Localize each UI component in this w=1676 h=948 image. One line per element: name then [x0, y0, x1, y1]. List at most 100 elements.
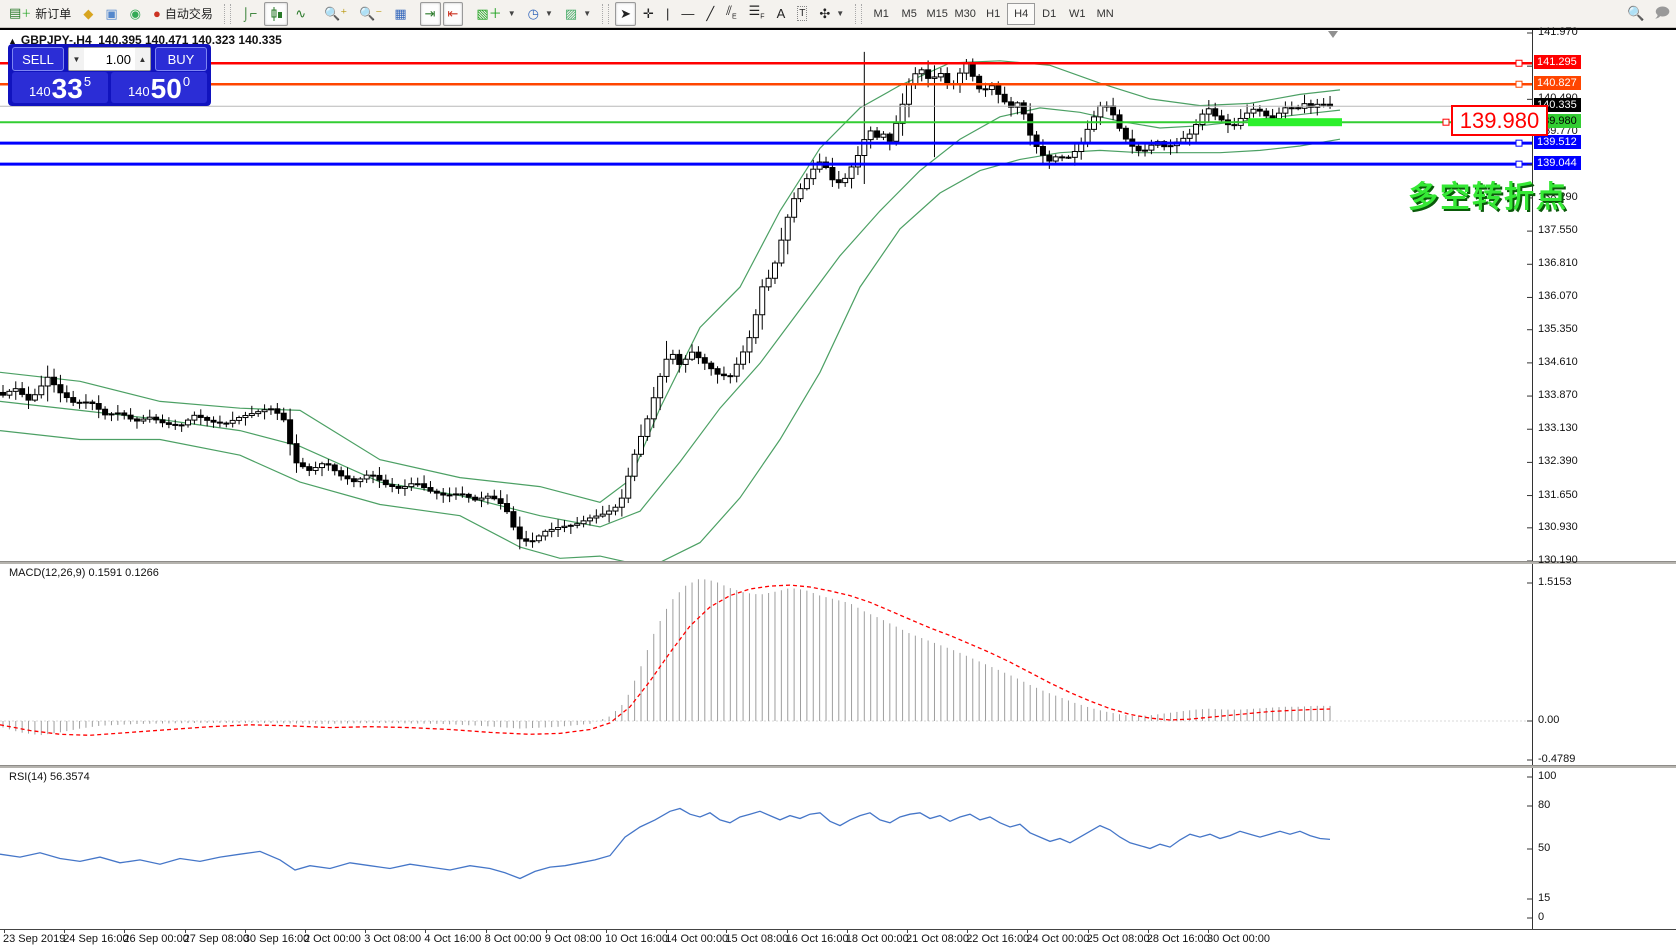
crosshair-icon: ✛	[643, 6, 654, 21]
zoom-in-button[interactable]: 🔍⁺	[319, 2, 352, 26]
timeframe-m5[interactable]: M5	[901, 7, 917, 20]
volume-input[interactable]	[84, 50, 135, 68]
price-annotation-box[interactable]: 139.980	[1451, 105, 1548, 136]
text-button[interactable]: A	[772, 2, 791, 26]
time-tick	[184, 930, 186, 933]
turning-point-annotation[interactable]: 多空转折点	[1408, 181, 1568, 214]
line-chart-button[interactable]: ∿	[290, 2, 311, 26]
fibonacci-icon: ☰F	[748, 2, 765, 21]
crosshair-button[interactable]: ✛	[638, 2, 659, 26]
indicators-icon: ▨	[564, 6, 578, 21]
metaeditor-icon: ◆	[83, 6, 94, 21]
chevron-down-icon: ▼	[836, 9, 845, 18]
signals-button[interactable]: ◉	[125, 2, 146, 26]
rsi-axis-label: 0	[1538, 911, 1545, 923]
rsi-label: RSI(14) 56.3574	[9, 771, 90, 783]
time-label: 4 Oct 16:00	[424, 933, 482, 945]
price-tick-label: 130.190	[1538, 554, 1578, 566]
autotrading-icon: ●	[152, 6, 161, 21]
timeframe-m15[interactable]: M15	[926, 7, 948, 20]
symbol-ohlc-header: ▲ GBPJPY-,H4 140.395 140.471 140.323 140.…	[8, 33, 282, 47]
buy-button[interactable]: BUY	[155, 47, 207, 71]
pane-separator[interactable]	[0, 561, 1676, 564]
volume-decrease-button[interactable]: ▼	[69, 48, 84, 70]
text-label-button[interactable]: T	[792, 2, 812, 26]
time-label: 10 Oct 16:00	[605, 933, 668, 945]
time-label: 30 Oct 00:00	[1207, 933, 1270, 945]
price-tick-label: 135.350	[1538, 322, 1578, 335]
price-tick-label: 133.130	[1538, 422, 1578, 435]
new-order-button[interactable]: ▤＋ 新订单	[4, 2, 76, 26]
new-order-label: 新订单	[35, 7, 72, 21]
volume-increase-button[interactable]: ▲	[135, 48, 150, 70]
chat-icon[interactable]: 🗩	[1654, 3, 1670, 20]
tile-windows-icon: ▦	[394, 6, 407, 21]
metaeditor-button[interactable]: ◆	[78, 2, 98, 26]
chart-shift-button[interactable]: ⇤	[442, 1, 464, 26]
tile-windows-button[interactable]: ▦	[389, 2, 411, 26]
time-tick	[1208, 930, 1209, 933]
time-label: 3 Oct 08:00	[364, 933, 422, 945]
indicators-button[interactable]: ▨ ▼	[560, 2, 596, 26]
toolbar-grip[interactable]	[602, 3, 610, 24]
time-label: 2 Oct 00:00	[304, 933, 361, 945]
symbol-label: GBPJPY-,H4	[20, 33, 92, 47]
autotrading-button[interactable]: ● 自动交易	[148, 2, 218, 26]
time-tick	[907, 930, 908, 933]
timeframe-mn[interactable]: MN	[1096, 7, 1114, 20]
pane-separator[interactable]	[0, 765, 1676, 768]
toolbar-grip[interactable]	[223, 3, 231, 24]
timeframe-w1[interactable]: W1	[1068, 7, 1086, 20]
time-label: 23 Sep 2019	[3, 933, 66, 945]
toolbar: ▤＋ 新订单 ◆ ▣ ◉ ● 自动交易 ⌡⌐ ∿ 🔍⁺ 🔍⁻ ▦ ⇥	[0, 0, 1676, 28]
search-icon[interactable]: 🔍	[1627, 5, 1645, 21]
level-price-label: 141.295	[1534, 55, 1581, 70]
fibonacci-button[interactable]: ☰F	[744, 2, 770, 26]
time-axis[interactable]: 23 Sep 2019 24 Sep 16:00 26 Sep 00:00 27 Se…	[0, 929, 1676, 948]
new-chart-button[interactable]: ▧＋ ▼	[471, 2, 520, 26]
chevron-down-icon: ▼	[583, 9, 592, 18]
toolbar-grip[interactable]	[855, 3, 863, 24]
time-tick	[606, 930, 607, 933]
bid-sup: 5	[83, 74, 92, 89]
vertical-line-icon: |	[665, 6, 670, 21]
time-label: 28 Oct 16:00	[1146, 933, 1210, 945]
price-tick-label: 137.550	[1538, 224, 1578, 237]
time-tick	[1087, 930, 1089, 933]
cursor-button[interactable]: ➤	[615, 1, 637, 26]
cursor-icon: ➤	[620, 6, 632, 21]
time-tick	[244, 930, 246, 933]
time-tick	[124, 930, 126, 933]
periods-button[interactable]: ◷ ▼	[523, 2, 558, 26]
price-tick-label: 141.970	[1538, 26, 1578, 38]
timeframe-d1[interactable]: D1	[1042, 7, 1057, 20]
time-label: 24 Sep 16:00	[63, 933, 129, 945]
terminal-button[interactable]: ▣	[100, 2, 122, 26]
trendline-button[interactable]: ╱	[701, 2, 719, 26]
timeframe-m30[interactable]: M30	[954, 7, 976, 20]
price-tick-label: 130.930	[1538, 520, 1578, 533]
price-tick-label: 138.290	[1538, 190, 1578, 203]
macd-axis-label: 1.5153	[1538, 576, 1572, 588]
time-label: 26 Sep 00:00	[123, 933, 189, 945]
bar-chart-button[interactable]: ⌡⌐	[237, 2, 262, 26]
vertical-line-button[interactable]: |	[661, 2, 674, 26]
auto-scroll-button[interactable]: ⇥	[419, 1, 441, 26]
sell-button[interactable]: SELL	[12, 47, 64, 71]
ask-price-display[interactable]: 140 50 0	[111, 72, 207, 103]
window-border	[0, 28, 1676, 30]
time-label: 18 Oct 00:00	[845, 933, 909, 945]
collapse-icon[interactable]: ▲	[8, 36, 17, 46]
timeframe-h4[interactable]: H4	[1007, 2, 1036, 25]
time-tick	[425, 930, 427, 933]
bid-price-display[interactable]: 140 33 5	[12, 72, 108, 103]
horizontal-line-button[interactable]: —	[676, 2, 699, 26]
zoom-out-button[interactable]: 🔍⁻	[354, 2, 387, 26]
timeframe-h1[interactable]: H1	[986, 7, 1001, 20]
ask-big: 50	[150, 73, 182, 104]
equidistant-channel-button[interactable]: ⫽E	[721, 2, 741, 26]
candlestick-chart-button[interactable]	[264, 1, 289, 26]
timeframe-m1[interactable]: M1	[873, 7, 889, 20]
arrows-button[interactable]: ✣ ▼	[814, 2, 849, 26]
